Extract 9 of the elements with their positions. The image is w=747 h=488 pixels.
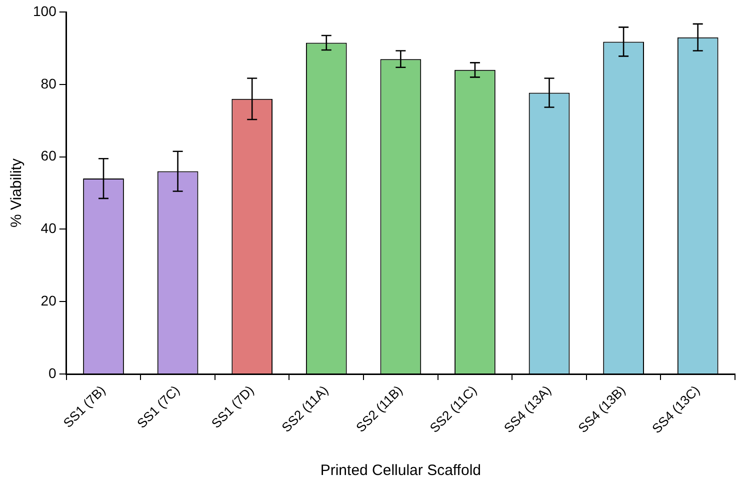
y-tick-label: 40 (40, 220, 57, 236)
y-tick-label: 100 (33, 2, 57, 19)
x-axis-title: Printed Cellular Scaffold (320, 462, 482, 480)
x-tick-label: SS1 (7B) (60, 382, 108, 431)
y-tick-label: 20 (40, 292, 57, 309)
y-tick-label: 0 (48, 364, 57, 381)
y-axis-title: % Viability (8, 158, 26, 228)
y-tick-label: 80 (40, 75, 57, 92)
y-tick-label: 60 (40, 148, 57, 164)
